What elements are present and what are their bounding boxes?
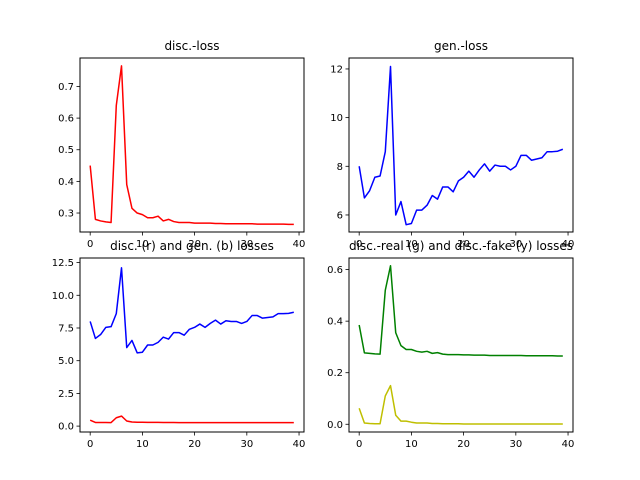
x-tick-label: 30 — [509, 439, 522, 450]
x-tick-label: 20 — [188, 439, 201, 450]
y-tick-label: 0.2 — [327, 368, 343, 379]
x-tick-label: 20 — [457, 439, 470, 450]
y-tick-label: 0.7 — [58, 82, 74, 93]
series-line-2 — [358, 384, 563, 425]
x-tick-label: 40 — [562, 439, 575, 450]
series-line-1 — [358, 65, 564, 226]
x-tick-label: 30 — [240, 239, 253, 250]
y-tick-label: 10.0 — [52, 291, 74, 302]
x-tick-label: 40 — [562, 239, 575, 250]
x-tick-label: 10 — [405, 439, 418, 450]
x-tick-label: 10 — [136, 239, 149, 250]
subplot-4: disc.-real (g) and disc.-fake (y) losses… — [327, 239, 574, 450]
y-tick-label: 2.5 — [58, 389, 74, 400]
series-line-1 — [89, 267, 294, 354]
y-tick-label: 5.0 — [58, 356, 74, 367]
subplot-title: disc.-real (g) and disc.-fake (y) losses — [349, 239, 573, 253]
subplot-title: disc.-loss — [164, 39, 219, 53]
x-tick-label: 0 — [87, 439, 93, 450]
y-tick-label: 6 — [337, 210, 343, 221]
x-tick-label: 20 — [457, 239, 470, 250]
x-tick-label: 0 — [356, 439, 362, 450]
series-line-1 — [89, 65, 294, 226]
x-tick-label: 0 — [87, 239, 93, 250]
series-line-2 — [89, 415, 294, 424]
y-tick-label: 0.4 — [58, 177, 74, 188]
axes-frame — [79, 257, 305, 433]
y-tick-label: 7.5 — [58, 323, 74, 334]
y-tick-label: 0.0 — [58, 422, 74, 433]
x-tick-label: 0 — [356, 239, 362, 250]
x-tick-label: 10 — [405, 239, 418, 250]
y-tick-label: 0.3 — [58, 209, 74, 220]
axes-frame — [348, 257, 574, 433]
subplot-2: gen.-loss 0 10 20 30 40 6 8 10 12 — [330, 39, 574, 250]
y-tick-label: 0.0 — [327, 420, 343, 431]
y-tick-label: 8 — [337, 162, 343, 173]
y-tick-label: 0.6 — [58, 114, 74, 125]
x-tick-label: 30 — [240, 439, 253, 450]
subplot-1: disc.-loss 0 10 20 30 40 0.3 0.4 0.5 0.6 0.7 — [58, 39, 305, 250]
x-tick-label: 10 — [136, 439, 149, 450]
axes-frame — [348, 57, 574, 233]
subplot-title: gen.-loss — [434, 39, 488, 53]
y-tick-label: 0.4 — [327, 317, 343, 328]
series-line-1 — [358, 264, 563, 357]
y-tick-label: 12.5 — [52, 258, 74, 269]
y-tick-label: 10 — [330, 113, 343, 124]
y-tick-label: 0.6 — [327, 265, 343, 276]
x-tick-label: 40 — [293, 239, 306, 250]
axes-frame — [79, 57, 305, 233]
subplot-title: disc. (r) and gen. (b) losses — [110, 239, 274, 253]
x-tick-label: 30 — [509, 239, 522, 250]
y-tick-label: 12 — [330, 64, 343, 75]
y-tick-label: 0.5 — [58, 145, 74, 156]
x-tick-label: 20 — [188, 239, 201, 250]
x-tick-label: 40 — [293, 439, 306, 450]
subplot-3: disc. (r) and gen. (b) losses 0 10 20 30 40 0.… — [52, 239, 306, 450]
